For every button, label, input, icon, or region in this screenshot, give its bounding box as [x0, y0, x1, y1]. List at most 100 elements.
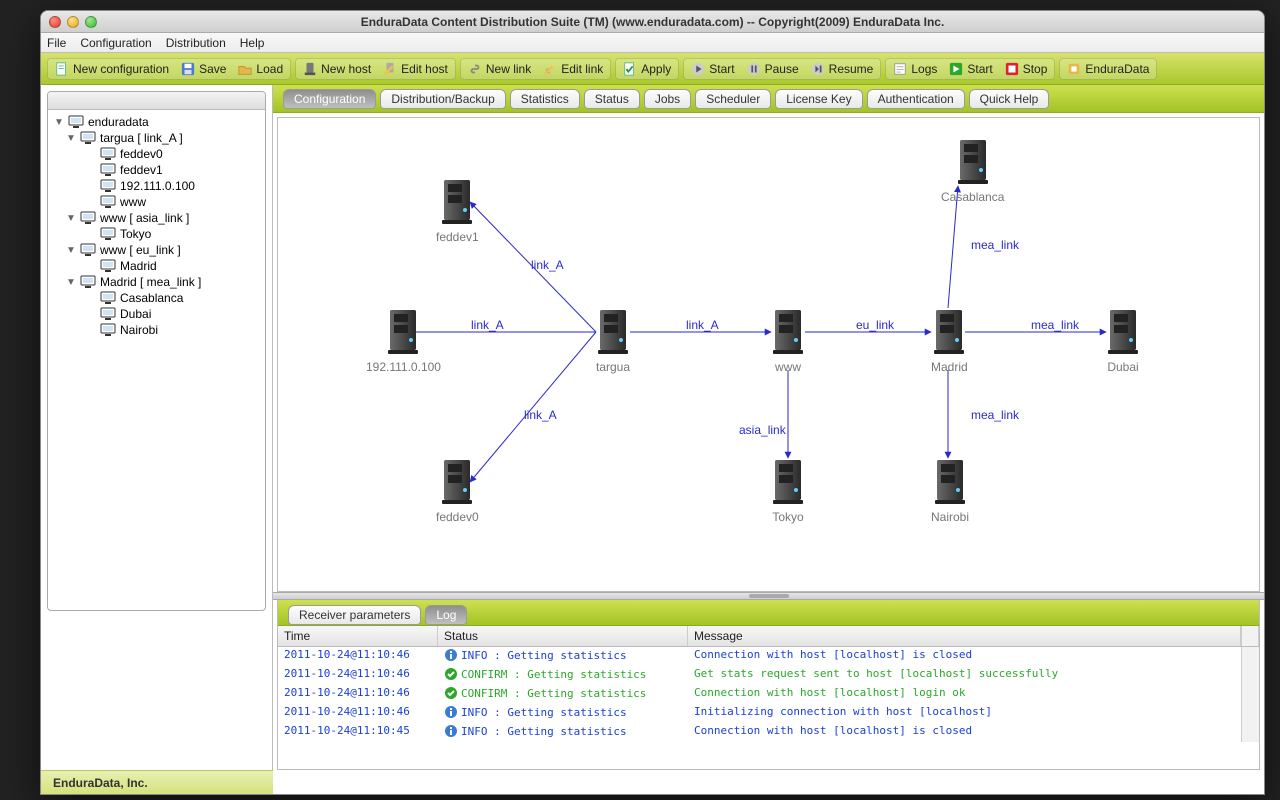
playg-icon [949, 62, 963, 76]
tab-distribution-backup[interactable]: Distribution/Backup [380, 89, 505, 109]
toolbar-group: Logs Start Stop [885, 58, 1055, 80]
log-row[interactable]: 2011-10-24@11:10:45INFO : Getting statis… [278, 723, 1259, 742]
status-icon [444, 686, 458, 703]
tree-leaf[interactable]: 192.111.0.100 [52, 178, 261, 194]
tree-node[interactable]: ▼www [ eu_link ] [52, 242, 261, 258]
tree-root[interactable]: ▼enduradata [52, 114, 261, 130]
toolbar-pause[interactable]: Pause [744, 61, 802, 77]
splitter[interactable] [273, 592, 1264, 600]
tree-node[interactable]: ▼Madrid [ mea_link ] [52, 274, 261, 290]
toolbar-save[interactable]: Save [178, 61, 229, 77]
tree-leaf[interactable]: www [52, 194, 261, 210]
toolbar-edit-link[interactable]: Edit link [540, 61, 606, 77]
node-Madrid[interactable]: Madrid [931, 308, 968, 374]
toolbar-new-configuration[interactable]: New configuration [52, 61, 172, 77]
node-Dubai[interactable]: Dubai [1106, 308, 1140, 374]
tab-jobs[interactable]: Jobs [644, 89, 691, 109]
tab-status[interactable]: Status [584, 89, 640, 109]
status-icon [444, 667, 458, 684]
node-label: feddev1 [436, 230, 479, 244]
toolbar-start[interactable]: Start [688, 61, 737, 77]
bottom-tab-receiver-parameters[interactable]: Receiver parameters [288, 605, 421, 625]
toolbar-group: New host Edit host [295, 58, 456, 80]
log-row[interactable]: 2011-10-24@11:10:46INFO : Getting statis… [278, 647, 1259, 666]
log-row[interactable]: 2011-10-24@11:10:46INFO : Getting statis… [278, 704, 1259, 723]
app-window: EnduraData Content Distribution Suite (T… [40, 10, 1265, 795]
node-feddev1[interactable]: feddev1 [436, 178, 479, 244]
toolbar-load[interactable]: Load [235, 61, 286, 77]
toolbar-edit-host[interactable]: Edit host [380, 61, 451, 77]
col-status[interactable]: Status [438, 626, 688, 646]
zoom-icon[interactable] [85, 16, 97, 28]
edithost-icon [383, 62, 397, 76]
toolbar-resume[interactable]: Resume [808, 61, 877, 77]
close-icon[interactable] [49, 16, 61, 28]
node-feddev0[interactable]: feddev0 [436, 458, 479, 524]
toolbar-new-link[interactable]: New link [465, 61, 534, 77]
node-targua[interactable]: targua [596, 308, 630, 374]
tree-leaf[interactable]: Nairobi [52, 322, 261, 338]
edge-label: asia_link [739, 423, 786, 437]
tree-node[interactable]: ▼targua [ link_A ] [52, 130, 261, 146]
toolbar-start[interactable]: Start [946, 61, 995, 77]
expand-icon[interactable]: ▼ [54, 117, 64, 128]
expand-icon[interactable]: ▼ [66, 133, 76, 144]
menu-help[interactable]: Help [240, 36, 265, 50]
menu-file[interactable]: File [47, 36, 66, 50]
tree-leaf[interactable]: Dubai [52, 306, 261, 322]
tree-leaf[interactable]: feddev0 [52, 146, 261, 162]
toolbar-group: Start Pause Resume [683, 58, 881, 80]
expand-icon[interactable]: ▼ [66, 277, 76, 288]
expand-icon[interactable]: ▼ [66, 245, 76, 256]
edge-label: mea_link [971, 238, 1019, 252]
tab-configuration[interactable]: Configuration [283, 89, 376, 109]
toolbar-logs[interactable]: Logs [890, 61, 940, 77]
computer-icon [68, 115, 84, 129]
bottom-tabs: Receiver parametersLog [278, 600, 1259, 626]
node-label: www [771, 360, 805, 374]
node-Tokyo[interactable]: Tokyo [771, 458, 805, 524]
tree-leaf[interactable]: feddev1 [52, 162, 261, 178]
bottom-tab-log[interactable]: Log [425, 605, 467, 625]
toolbar-stop[interactable]: Stop [1002, 61, 1051, 77]
tab-scheduler[interactable]: Scheduler [695, 89, 771, 109]
log-message: Get stats request sent to host [localhos… [688, 666, 1241, 685]
log-time: 2011-10-24@11:10:45 [278, 723, 438, 742]
minimize-icon[interactable] [67, 16, 79, 28]
node-ip[interactable]: 192.111.0.100 [366, 308, 441, 374]
toolbar-apply[interactable]: Apply [620, 61, 674, 77]
toolbar-label: Edit host [401, 62, 448, 76]
window-title: EnduraData Content Distribution Suite (T… [41, 15, 1264, 29]
log-message: Initializing connection with host [local… [688, 704, 1241, 723]
edge-label: link_A [686, 318, 719, 332]
statusbar: EnduraData, Inc. [41, 770, 273, 794]
toolbar-new-host[interactable]: New host [300, 61, 374, 77]
topology-diagram[interactable]: feddev1 192.111.0.100 targua www Madrid Dubai… [277, 117, 1260, 592]
toolbar-label: Edit link [561, 62, 603, 76]
tab-license-key[interactable]: License Key [775, 89, 862, 109]
menu-distribution[interactable]: Distribution [166, 36, 226, 50]
tab-authentication[interactable]: Authentication [867, 89, 965, 109]
tree-leaf[interactable]: Casablanca [52, 290, 261, 306]
main-panel: ConfigurationDistribution/BackupStatisti… [273, 85, 1264, 770]
tab-quick-help[interactable]: Quick Help [969, 89, 1050, 109]
menu-configuration[interactable]: Configuration [80, 36, 151, 50]
node-Nairobi[interactable]: Nairobi [931, 458, 969, 524]
expand-icon[interactable]: ▼ [66, 213, 76, 224]
node-www[interactable]: www [771, 308, 805, 374]
tree-node[interactable]: ▼www [ asia_link ] [52, 210, 261, 226]
host-tree[interactable]: ▼enduradata▼targua [ link_A ]feddev0fedd… [48, 110, 265, 346]
tab-statistics[interactable]: Statistics [510, 89, 580, 109]
node-label: feddev0 [436, 510, 479, 524]
node-Casablanca[interactable]: Casablanca [941, 138, 1004, 204]
log-row[interactable]: 2011-10-24@11:10:46CONFIRM : Getting sta… [278, 685, 1259, 704]
log-table[interactable]: Time Status Message 2011-10-24@11:10:46I… [278, 626, 1259, 769]
tree-leaf[interactable]: Tokyo [52, 226, 261, 242]
col-message[interactable]: Message [688, 626, 1241, 646]
tree-leaf[interactable]: Madrid [52, 258, 261, 274]
computer-icon [100, 291, 116, 305]
toolbar-enduradata[interactable]: EnduraData [1064, 61, 1152, 77]
toolbar: New configuration Save Load New host Edit ho… [41, 53, 1264, 85]
log-row[interactable]: 2011-10-24@11:10:46CONFIRM : Getting sta… [278, 666, 1259, 685]
col-time[interactable]: Time [278, 626, 438, 646]
